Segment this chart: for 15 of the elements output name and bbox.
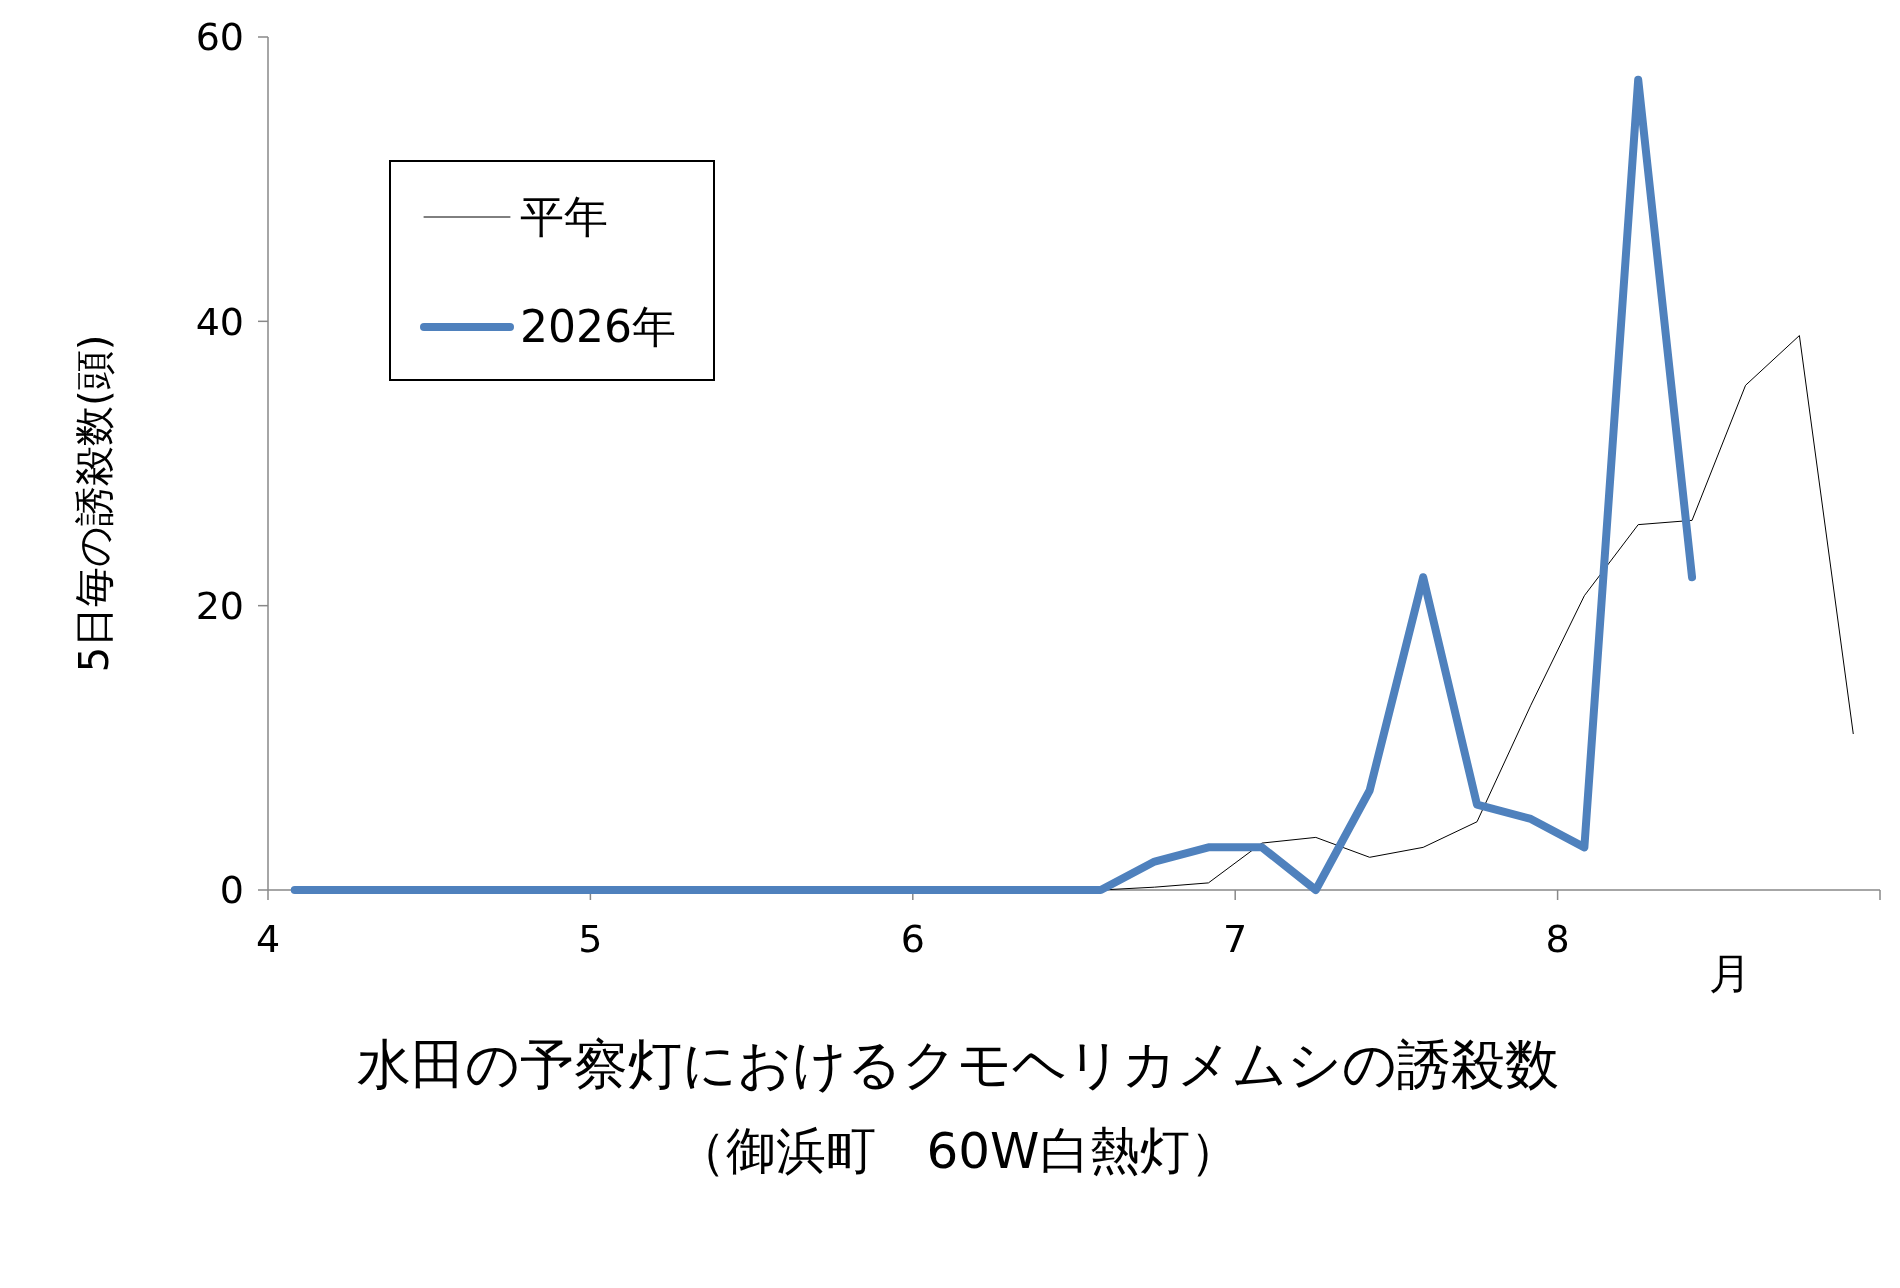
x-tick-label: 7 [1223,917,1248,961]
x-tick-label: 6 [900,917,925,961]
y-tick-label: 0 [219,868,244,913]
x-tick-label: 4 [255,917,281,961]
y-tick-label: 20 [195,583,244,628]
legend-label: 2026年 [520,301,676,353]
y-tick-label: 60 [195,15,244,60]
text: 水田の予察灯におけるクモヘリカメムシの誘殺数 [357,1033,1559,1096]
x-tick-label: 8 [1545,917,1570,961]
legend-label: 平年 [520,191,608,243]
y-tick-label: 40 [195,299,244,344]
x-tick-label: 5 [578,917,603,961]
x-axis-title: 月 [1709,949,1751,998]
y-axis-title: 5日毎の誘殺数(頭) [71,334,117,673]
text: （御浜町 60W白熱灯） [676,1122,1240,1180]
